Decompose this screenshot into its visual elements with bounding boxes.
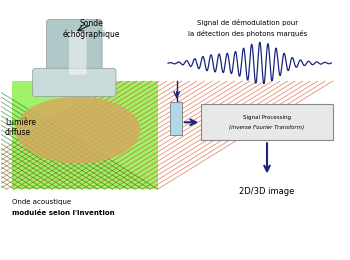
Text: (inverse Fourier Transform): (inverse Fourier Transform) (230, 125, 304, 130)
Bar (170, 102, 182, 135)
Text: Lumière
diffuse: Lumière diffuse (5, 118, 36, 137)
Text: Onde acoustique: Onde acoustique (12, 199, 71, 205)
FancyBboxPatch shape (201, 104, 333, 140)
Bar (12, 81, 158, 189)
Text: modulée selon l'invention: modulée selon l'invention (12, 210, 114, 216)
FancyBboxPatch shape (47, 20, 102, 81)
Text: Sonde
échographique: Sonde échographique (63, 20, 120, 40)
FancyBboxPatch shape (69, 31, 86, 75)
Text: Signal de démodulation pour: Signal de démodulation pour (197, 20, 299, 27)
Text: 2D/3D image: 2D/3D image (239, 187, 295, 196)
FancyBboxPatch shape (33, 68, 116, 96)
Ellipse shape (15, 96, 140, 164)
Text: la détection des photons marqués: la détection des photons marqués (188, 30, 308, 37)
Text: Signal Processing: Signal Processing (243, 115, 291, 120)
